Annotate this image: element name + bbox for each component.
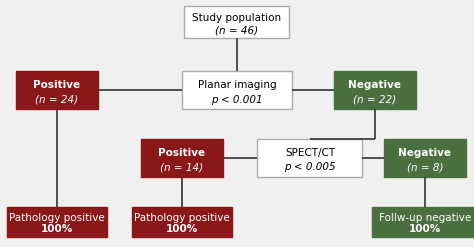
Text: (n = 14): (n = 14): [160, 163, 203, 172]
Text: (n = 8): (n = 8): [407, 163, 443, 172]
FancyBboxPatch shape: [334, 71, 416, 109]
FancyBboxPatch shape: [184, 6, 290, 38]
Text: Negative: Negative: [348, 81, 401, 90]
Text: SPECT/CT: SPECT/CT: [285, 148, 335, 158]
FancyBboxPatch shape: [132, 207, 232, 237]
Text: Planar imaging: Planar imaging: [198, 81, 276, 90]
Text: Pathology positive: Pathology positive: [134, 213, 230, 223]
Text: 100%: 100%: [41, 225, 73, 234]
Text: Positive: Positive: [158, 148, 206, 158]
Text: Study population: Study population: [192, 13, 282, 23]
Text: Follw-up negative: Follw-up negative: [379, 213, 471, 223]
FancyBboxPatch shape: [141, 139, 223, 177]
Text: (n = 22): (n = 22): [354, 95, 397, 104]
Text: p < 0.001: p < 0.001: [211, 95, 263, 104]
Text: (n = 46): (n = 46): [216, 25, 258, 35]
Text: Pathology positive: Pathology positive: [9, 213, 105, 223]
Text: (n = 24): (n = 24): [36, 95, 79, 104]
FancyBboxPatch shape: [7, 207, 107, 237]
FancyBboxPatch shape: [257, 139, 363, 177]
FancyBboxPatch shape: [16, 71, 98, 109]
Text: Negative: Negative: [399, 148, 452, 158]
FancyBboxPatch shape: [182, 71, 292, 109]
FancyBboxPatch shape: [373, 207, 474, 237]
FancyBboxPatch shape: [384, 139, 466, 177]
Text: 100%: 100%: [166, 225, 198, 234]
Text: 100%: 100%: [409, 225, 441, 234]
Text: Positive: Positive: [34, 81, 81, 90]
Text: p < 0.005: p < 0.005: [284, 163, 336, 172]
